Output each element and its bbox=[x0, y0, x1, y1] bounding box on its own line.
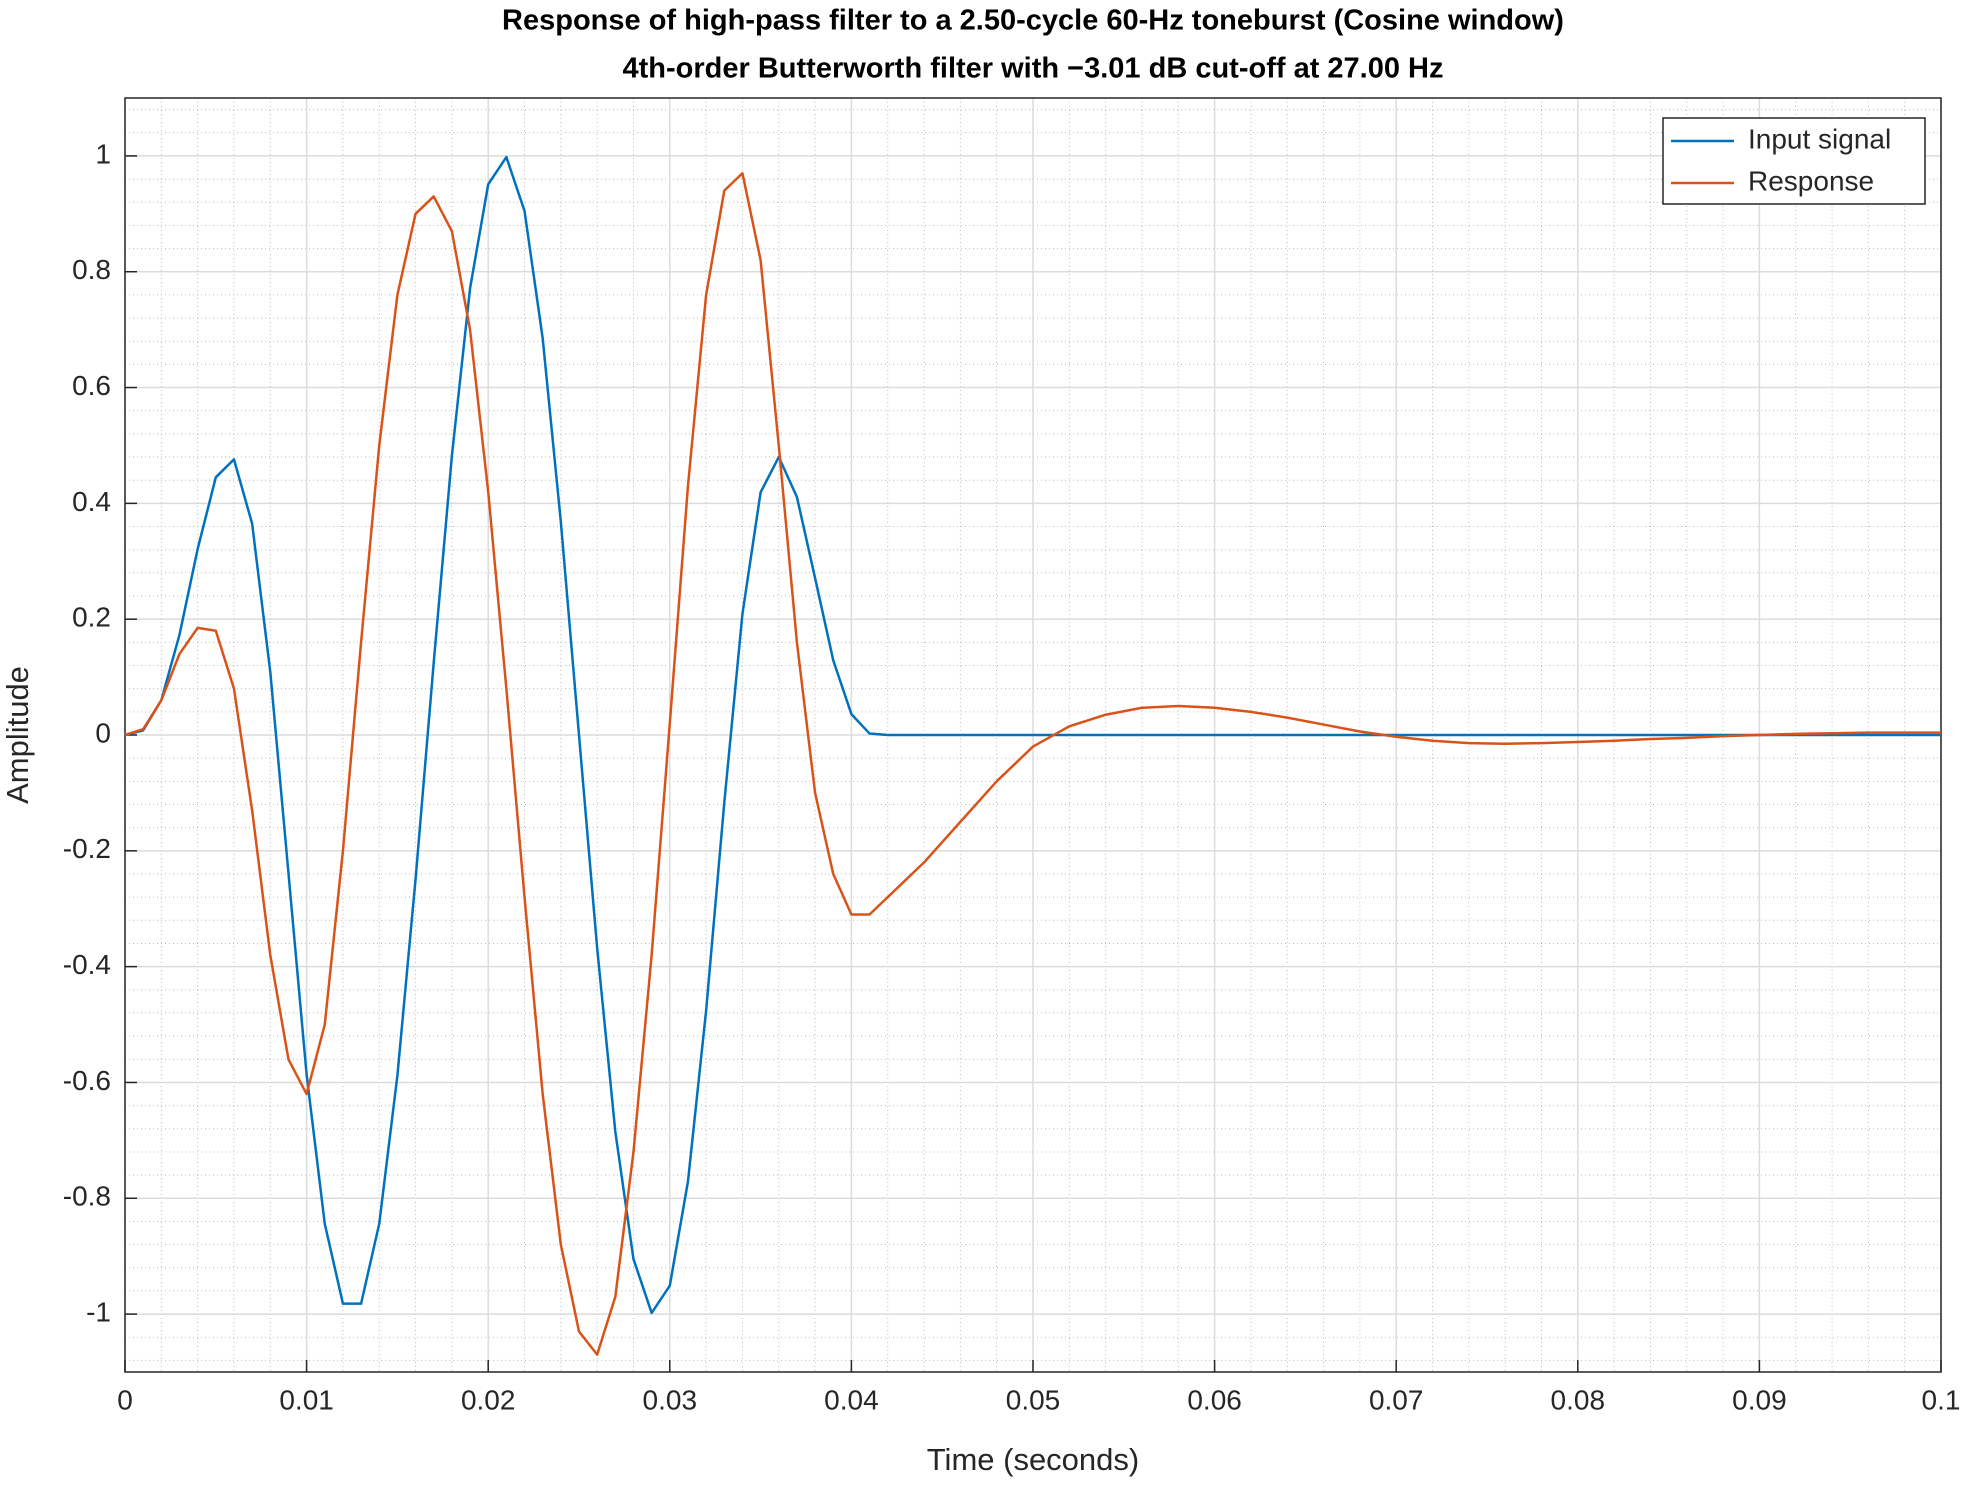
y-axis-label: Amplitude bbox=[0, 666, 35, 804]
x-tick-label: 0 bbox=[117, 1384, 133, 1415]
chart-title: Response of high-pass filter to a 2.50-c… bbox=[502, 5, 1564, 37]
chart-subtitle: 4th-order Butterworth filter with −3.01 … bbox=[623, 53, 1444, 85]
y-tick-label: -0.6 bbox=[63, 1065, 111, 1096]
x-tick-label: 0.07 bbox=[1369, 1384, 1424, 1415]
y-tick-label: 0.2 bbox=[72, 602, 111, 633]
data-line bbox=[124, 172, 1941, 1356]
x-tick-label: 0.06 bbox=[1187, 1384, 1242, 1415]
x-tick-label: 0.02 bbox=[461, 1384, 516, 1415]
y-tick-label: 1 bbox=[95, 138, 111, 169]
x-tick-label: 0.03 bbox=[643, 1384, 698, 1415]
y-tick-label: 0.6 bbox=[72, 370, 111, 401]
x-tick-label: 0.09 bbox=[1732, 1384, 1787, 1415]
x-tick-label: 0.08 bbox=[1551, 1384, 1606, 1415]
legend-label: Response bbox=[1748, 165, 1874, 196]
y-tick-label: -0.8 bbox=[63, 1181, 111, 1212]
y-tick-label: 0 bbox=[95, 717, 111, 748]
x-tick-label: 0.04 bbox=[824, 1384, 879, 1415]
legend-box bbox=[1662, 117, 1926, 205]
y-tick-label: 0.4 bbox=[72, 486, 111, 517]
y-tick-label: -0.4 bbox=[63, 949, 111, 980]
data-line bbox=[124, 155, 1941, 1315]
x-axis-label: Time (seconds) bbox=[927, 1442, 1139, 1477]
x-tick-label: 0.01 bbox=[279, 1384, 334, 1415]
y-tick-label: 0.8 bbox=[72, 254, 111, 285]
x-tick-label: 0.1 bbox=[1922, 1384, 1961, 1415]
y-tick-label: -0.2 bbox=[63, 833, 111, 864]
y-tick-label: -1 bbox=[86, 1296, 111, 1327]
legend-label: Input signal bbox=[1748, 123, 1891, 154]
x-tick-label: 0.05 bbox=[1006, 1384, 1061, 1415]
